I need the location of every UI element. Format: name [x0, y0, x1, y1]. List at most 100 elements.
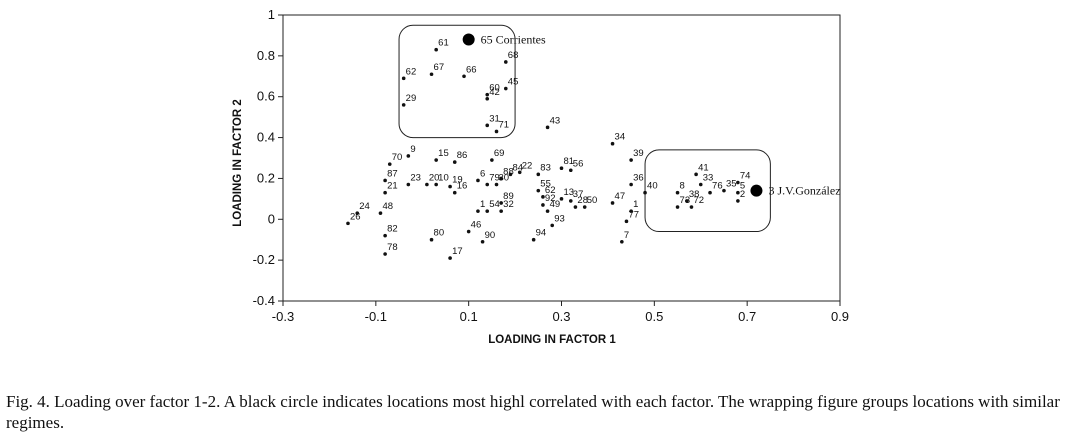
- data-point: [401, 103, 406, 107]
- data-point-label: 69: [494, 148, 505, 159]
- data-point-label: 42: [489, 87, 500, 98]
- data-point: [545, 125, 550, 130]
- data-point: [383, 233, 387, 238]
- data-point: [629, 209, 633, 213]
- data-point: [476, 178, 480, 183]
- x-tick-label: -0.3: [272, 309, 294, 324]
- data-point-label: 77: [628, 209, 639, 220]
- x-axis-label: LOADING IN FACTOR 1: [488, 334, 616, 346]
- data-point: [568, 168, 573, 173]
- data-point: [485, 182, 490, 187]
- data-point-label: 79: [489, 173, 500, 184]
- data-point-label: 86: [457, 150, 468, 161]
- highlight-point: [462, 33, 475, 46]
- data-point: [434, 158, 438, 162]
- data-point: [429, 72, 434, 77]
- y-axis-ticks: -0.4 -0.2 0 0.2 0.4 0.6 0.8 1: [253, 7, 283, 308]
- data-point: [736, 190, 740, 195]
- data-point-label: 62: [406, 66, 417, 77]
- data-point-label: 38: [689, 189, 700, 200]
- data-point: [452, 190, 457, 195]
- data-point: [620, 239, 624, 244]
- data-point-label: 9: [410, 144, 415, 155]
- data-point-label: 10: [438, 173, 449, 184]
- data-point-label: 48: [382, 201, 393, 212]
- data-point: [485, 209, 490, 213]
- data-point: [685, 199, 689, 203]
- data-point-label: 1: [633, 199, 638, 210]
- y-tick-label: 0.8: [257, 48, 275, 63]
- data-point-label: 19: [452, 175, 463, 186]
- data-point-label: 87: [387, 168, 398, 179]
- y-tick-label: 0: [268, 211, 275, 226]
- y-axis-label: LOADING IN FACTOR 2: [232, 99, 244, 227]
- data-point-label: 22: [522, 160, 533, 171]
- data-point-label: 62: [545, 185, 556, 196]
- data-point-label: 83: [540, 162, 551, 173]
- data-point: [689, 205, 694, 209]
- data-point-label: 71: [499, 119, 510, 130]
- highlight-point-label: 65 Corrientes: [481, 33, 546, 47]
- x-tick-label: 0.9: [831, 309, 849, 324]
- data-point: [387, 162, 392, 166]
- y-tick-label: -0.4: [253, 293, 275, 308]
- data-point: [429, 237, 434, 242]
- data-point: [485, 92, 490, 97]
- data-point-label: 73: [680, 195, 691, 206]
- x-axis-ticks: -0.3 -0.1 0.1 0.3 0.5 0.7 0.9: [272, 301, 849, 324]
- data-point: [494, 182, 499, 187]
- group-box: [644, 149, 771, 233]
- data-point-label: 47: [615, 191, 626, 202]
- data-point: [462, 74, 466, 79]
- data-point-label: 56: [573, 158, 584, 169]
- data-point-label: 8: [680, 181, 685, 192]
- data-point-label: 13: [564, 187, 575, 198]
- data-point: [499, 209, 503, 213]
- group-box: [398, 24, 516, 139]
- data-point: [541, 203, 545, 207]
- data-point: [504, 60, 508, 64]
- data-point-label: 2: [740, 189, 745, 200]
- data-point-label: 31: [489, 113, 500, 124]
- data-point: [536, 172, 541, 177]
- data-point: [517, 170, 522, 175]
- data-point-label: 29: [406, 93, 417, 104]
- data-point-label: 41: [698, 162, 709, 173]
- data-point: [675, 190, 680, 195]
- data-point-label: 82: [387, 224, 398, 235]
- data-point-label: 32: [503, 199, 514, 210]
- data-point: [434, 182, 438, 187]
- figure-caption: Fig. 4. Loading over factor 1-2. A black…: [6, 392, 1060, 432]
- data-point: [629, 158, 633, 162]
- data-point-label: 94: [536, 228, 547, 239]
- data-point: [708, 190, 712, 195]
- data-point-label: 50: [587, 195, 598, 206]
- data-point: [722, 188, 726, 193]
- data-point: [448, 256, 452, 260]
- data-point: [383, 178, 387, 183]
- data-point: [694, 172, 698, 177]
- data-point-label: 7: [624, 230, 629, 241]
- data-point-label: 37: [573, 189, 584, 200]
- data-point: [485, 123, 490, 128]
- data-point-label: 15: [438, 148, 449, 159]
- data-point-label: 35: [726, 179, 737, 190]
- data-point: [736, 199, 740, 203]
- data-point: [541, 195, 545, 199]
- data-point-label: 54: [489, 199, 500, 210]
- data-point-label: 84: [512, 162, 523, 173]
- data-point-label: 90: [485, 230, 496, 241]
- data-point-label: 70: [392, 152, 403, 163]
- y-tick-label: 0.4: [257, 130, 275, 145]
- data-point: [490, 158, 494, 162]
- data-point-label: 68: [508, 50, 519, 61]
- data-point: [425, 182, 429, 187]
- plot-frame: [282, 14, 841, 302]
- data-point: [485, 96, 490, 101]
- data-point-label: 60: [489, 83, 500, 94]
- data-point-label: 89: [503, 191, 514, 202]
- data-point: [355, 211, 360, 215]
- y-tick-label: 0.6: [257, 89, 275, 104]
